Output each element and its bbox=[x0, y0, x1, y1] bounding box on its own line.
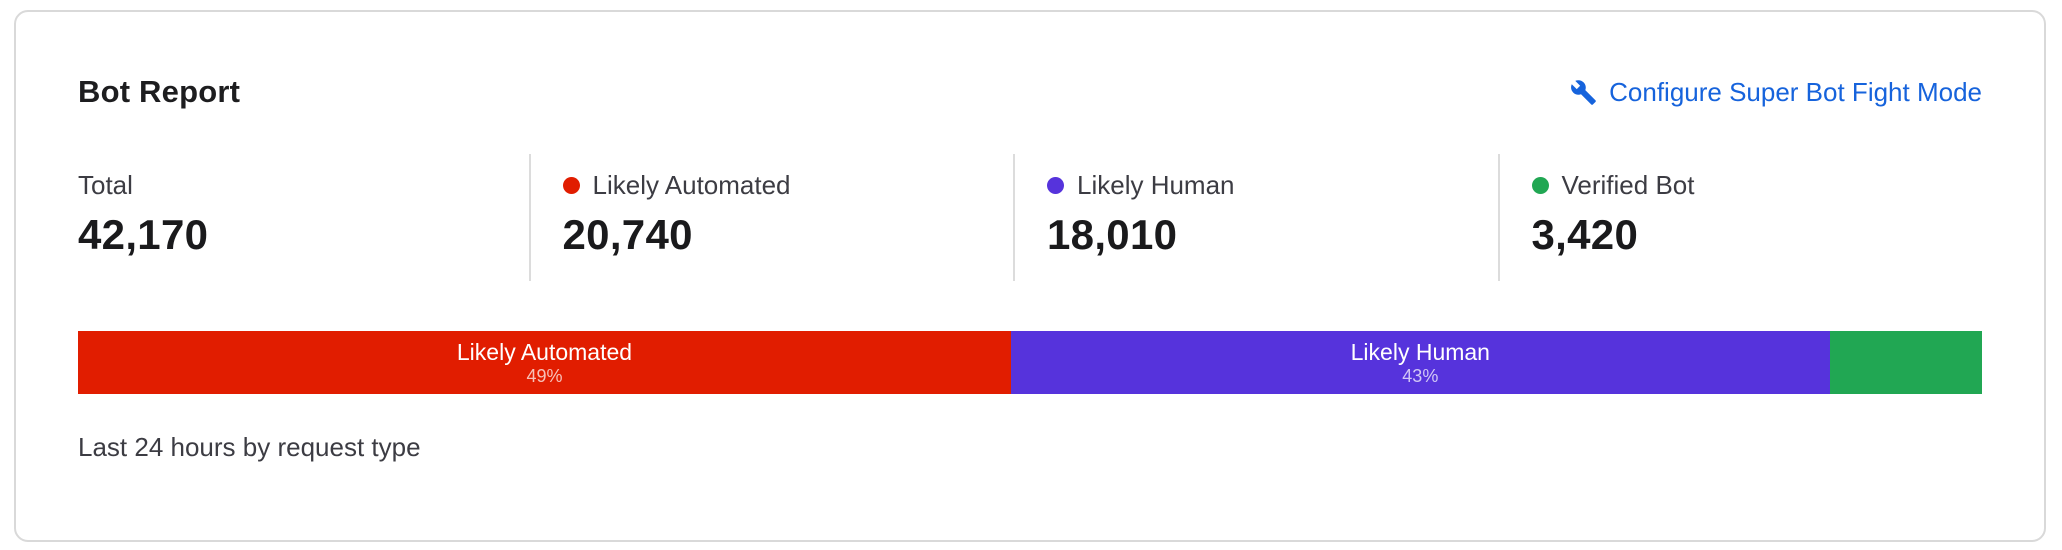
stat-label-row: Total bbox=[78, 170, 529, 201]
page-title: Bot Report bbox=[78, 74, 241, 109]
stat-label-row: Likely Human bbox=[1047, 170, 1498, 201]
segment-percent: 43% bbox=[1402, 365, 1439, 386]
stat-label-total: Total bbox=[78, 170, 133, 200]
stat-verified-bot: Verified Bot 3,420 bbox=[1497, 154, 1983, 281]
stat-total: Total 42,170 bbox=[78, 154, 529, 281]
bar-segment-likely-human: Likely Human 43% bbox=[1010, 331, 1830, 394]
configure-super-bot-fight-mode-link[interactable]: Configure Super Bot Fight Mode bbox=[1570, 77, 1982, 108]
verified-bot-dot-icon bbox=[1531, 177, 1549, 194]
stat-likely-human: Likely Human 18,010 bbox=[1013, 154, 1498, 281]
stat-label-likely-human: Likely Human bbox=[1077, 170, 1235, 200]
stat-likely-automated: Likely Automated 20,740 bbox=[528, 154, 1014, 281]
segment-percent: 49% bbox=[526, 365, 563, 386]
chart-caption: Last 24 hours by request type bbox=[78, 432, 421, 462]
stat-label-row: Verified Bot bbox=[1531, 170, 1983, 201]
segment-label: Likely Human bbox=[1350, 338, 1490, 365]
stat-value-likely-automated: 20,740 bbox=[562, 211, 693, 258]
bar-segment-likely-automated: Likely Automated 49% bbox=[78, 331, 1011, 394]
segment-label: Likely Automated bbox=[456, 338, 633, 365]
bot-report-card: Bot Report Configure Super Bot Fight Mod… bbox=[14, 10, 2046, 542]
card-header: Bot Report Configure Super Bot Fight Mod… bbox=[78, 74, 1982, 110]
wrench-icon bbox=[1570, 79, 1597, 106]
stat-value-total: 42,170 bbox=[78, 211, 209, 258]
stat-value-verified-bot: 3,420 bbox=[1531, 211, 1639, 258]
stat-label-row: Likely Automated bbox=[562, 170, 1014, 201]
stat-label-verified-bot: Verified Bot bbox=[1561, 170, 1695, 200]
stats-row: Total 42,170 Likely Automated 20,740 Lik… bbox=[78, 154, 1982, 281]
stat-label-likely-automated: Likely Automated bbox=[592, 170, 791, 200]
stacked-bar-chart: Likely Automated 49% Likely Human 43% bbox=[78, 331, 1982, 394]
configure-link-label: Configure Super Bot Fight Mode bbox=[1609, 76, 1982, 107]
likely-automated-dot-icon bbox=[562, 177, 580, 194]
bar-segment-verified-bot bbox=[1829, 331, 1982, 394]
likely-human-dot-icon bbox=[1047, 177, 1064, 194]
stat-value-likely-human: 18,010 bbox=[1047, 211, 1178, 258]
